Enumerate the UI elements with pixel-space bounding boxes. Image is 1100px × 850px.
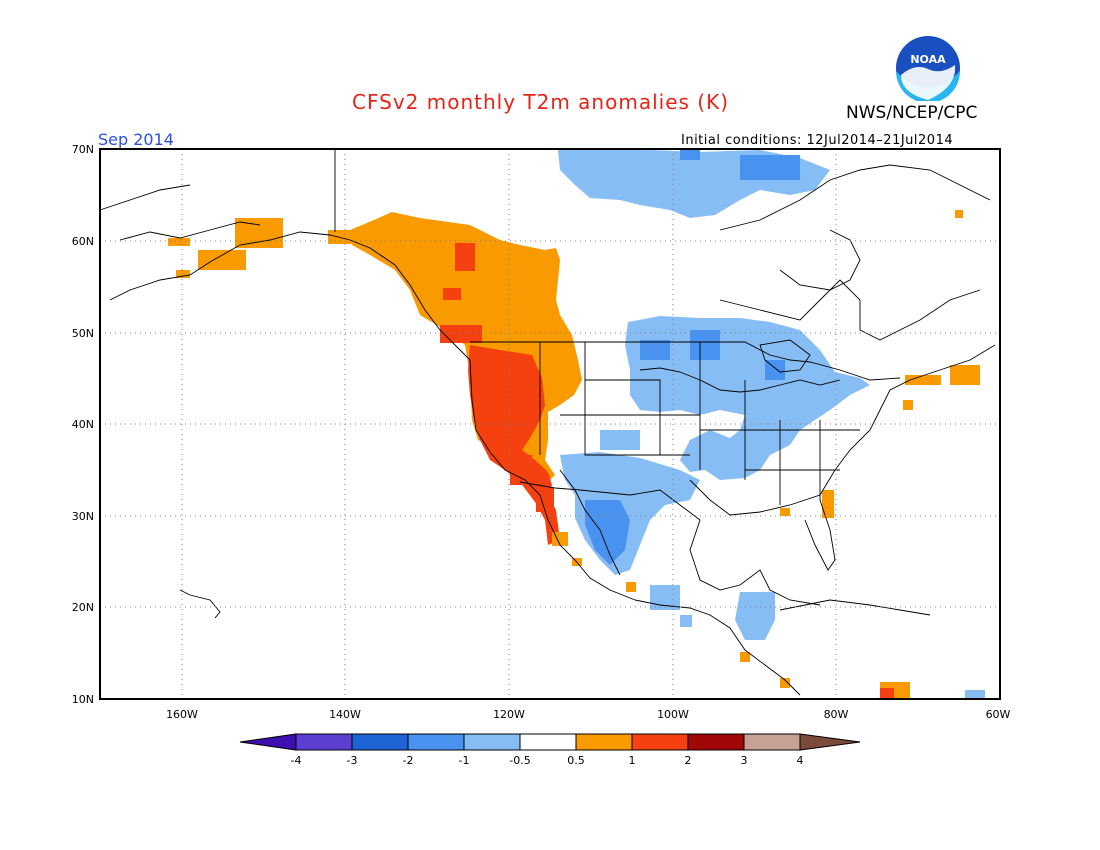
lon-label: 80W — [824, 708, 849, 721]
colorbar-swatch — [463, 733, 521, 751]
lat-label: 40N — [72, 418, 94, 431]
lon-label: 100W — [657, 708, 689, 721]
latitude-labels: 70N 60N 50N 40N 30N 20N 10N — [72, 143, 94, 706]
lat-label: 10N — [72, 693, 94, 706]
lat-label: 30N — [72, 510, 94, 523]
colorbar-swatch — [295, 733, 353, 751]
lat-label: 60N — [72, 235, 94, 248]
lon-label: 60W — [986, 708, 1011, 721]
colorbar-label: 1 — [629, 754, 636, 767]
colorbar-arrow-left — [239, 733, 297, 751]
colorbar-swatch — [743, 733, 801, 751]
colorbar-label: 4 — [797, 754, 804, 767]
lon-label: 140W — [329, 708, 361, 721]
colorbar-label: 2 — [685, 754, 692, 767]
lat-label: 20N — [72, 601, 94, 614]
noaa-logo-icon: NOAA — [896, 36, 960, 101]
forecast-month: Sep 2014 — [98, 130, 174, 149]
lat-label: 50N — [72, 327, 94, 340]
colorbar-label: 3 — [741, 754, 748, 767]
colorbar-swatch — [631, 733, 689, 751]
colorbar-arrow-right — [799, 733, 861, 751]
colorbar-label: -3 — [347, 754, 358, 767]
map-frame — [99, 148, 1001, 700]
agency-label: NWS/NCEP/CPC — [846, 103, 978, 123]
initial-conditions: Initial conditions: 12Jul2014–21Jul2014 — [681, 133, 954, 148]
colorbar-label: -0.5 — [509, 754, 530, 767]
lon-label: 120W — [493, 708, 525, 721]
colorbar — [239, 733, 861, 751]
coastline-layer — [99, 150, 996, 696]
colorbar-label: 0.5 — [567, 754, 585, 767]
chart-title: CFSv2 monthly T2m anomalies (K) — [352, 90, 729, 114]
colorbar-swatch — [687, 733, 745, 751]
colorbar-label: -1 — [459, 754, 470, 767]
colorbar-label: -2 — [403, 754, 414, 767]
colorbar-label: -4 — [291, 754, 302, 767]
svg-text:NOAA: NOAA — [910, 53, 946, 66]
colorbar-swatch — [519, 733, 577, 751]
lon-label: 160W — [166, 708, 198, 721]
longitude-labels: 160W 140W 120W 100W 80W 60W — [166, 708, 1010, 721]
colorbar-labels: -4 -3 -2 -1 -0.5 0.5 1 2 3 4 — [291, 754, 804, 767]
lat-label: 70N — [72, 143, 94, 156]
colorbar-swatch — [407, 733, 465, 751]
graticule — [100, 149, 1000, 699]
colorbar-swatch — [351, 733, 409, 751]
colorbar-swatch — [575, 733, 633, 751]
